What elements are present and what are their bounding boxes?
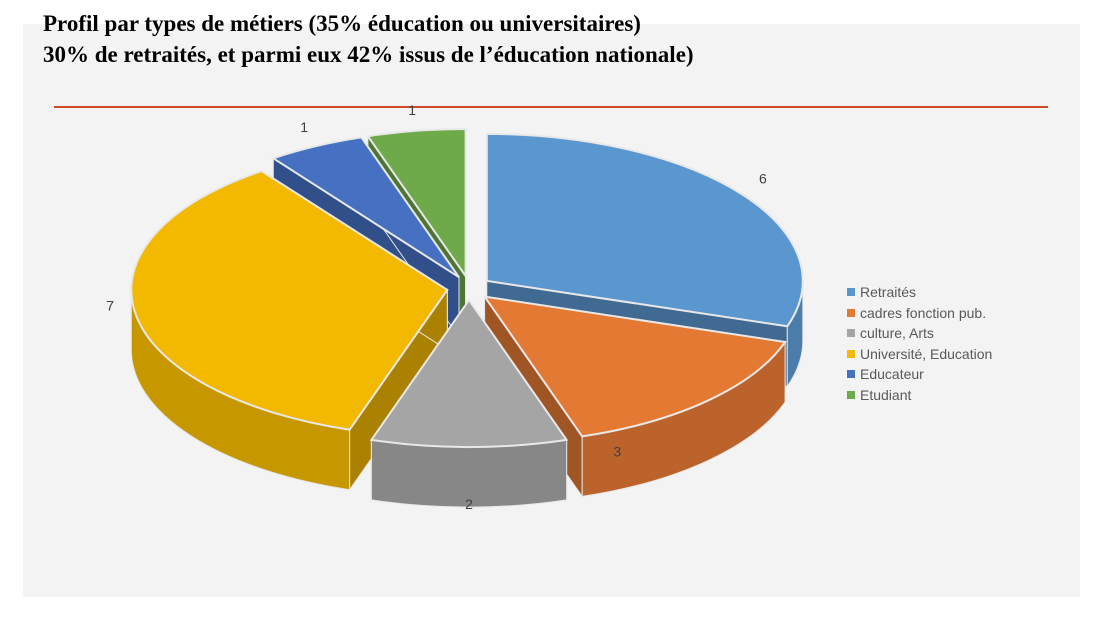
chart-legend: Retraités cadres fonction pub. culture, Ar… (847, 282, 992, 405)
pie-slice-culture (369, 298, 569, 508)
data-label-educateur: 1 (300, 119, 308, 135)
data-label-cadres: 3 (613, 443, 621, 459)
slice-top (482, 295, 787, 438)
title-line-1: Profil par types de métiers (35% éducati… (43, 11, 641, 36)
legend-item-retraites: Retraités (847, 282, 992, 303)
title-underline (54, 106, 1048, 108)
slice-top (485, 132, 804, 328)
legend-swatch (847, 390, 855, 399)
legend-swatch (847, 288, 855, 297)
title-line-2: 30% de retraités, et parmi eux 42% issus… (43, 42, 694, 67)
data-label-culture: 2 (465, 496, 473, 512)
legend-label: culture, Arts (860, 325, 934, 342)
slice-top (271, 136, 460, 279)
chart-title: Profil par types de métiers (35% éducati… (43, 8, 694, 70)
legend-item-educateur: Educateur (847, 364, 992, 385)
legend-label: cadres fonction pub. (860, 304, 987, 321)
data-label-universite: 7 (106, 298, 114, 314)
legend-item-cadres: cadres fonction pub. (847, 303, 992, 324)
legend-item-universite: Université, Education (847, 344, 992, 365)
legend-label: Université, Education (860, 345, 993, 362)
legend-item-culture: culture, Arts (847, 323, 992, 344)
pie-slice-universite (130, 169, 449, 492)
legend-label: Educateur (860, 366, 924, 383)
slice-top (366, 127, 467, 280)
legend-label: Etudiant (860, 386, 912, 403)
legend-label: Retraités (860, 284, 917, 301)
slice-top (130, 169, 449, 431)
slice-top (369, 298, 569, 449)
data-label-retraites: 6 (759, 171, 767, 187)
legend-item-etudiant: Etudiant (847, 385, 992, 406)
legend-swatch (847, 308, 855, 317)
legend-swatch (847, 329, 855, 338)
legend-swatch (847, 370, 855, 379)
data-label-etudiant: 1 (408, 102, 416, 118)
legend-swatch (847, 349, 855, 358)
